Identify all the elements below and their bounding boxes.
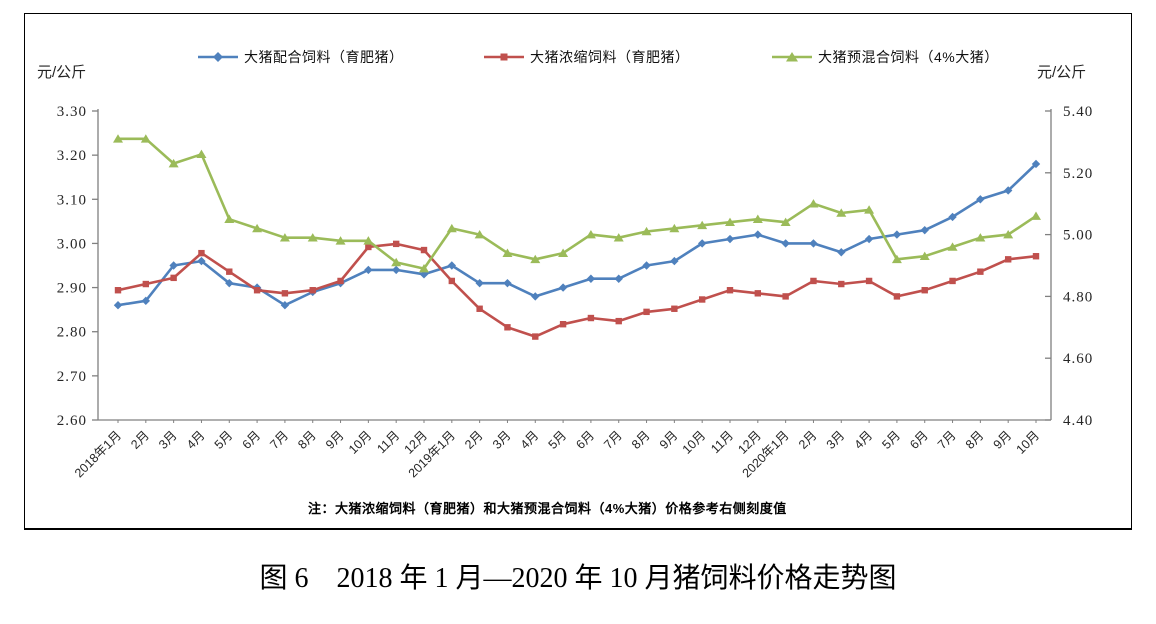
svg-text:4.80: 4.80 [1063,289,1093,305]
svg-text:2.80: 2.80 [57,325,87,341]
svg-text:6月: 6月 [907,428,931,452]
svg-text:4月: 4月 [852,428,876,452]
svg-text:5.40: 5.40 [1063,104,1093,120]
svg-text:3.00: 3.00 [57,236,87,252]
svg-text:2月: 2月 [462,428,486,452]
svg-text:6月: 6月 [240,428,264,452]
svg-text:5.00: 5.00 [1063,228,1093,244]
svg-text:2.70: 2.70 [57,369,87,385]
line-diamond-marker-icon [198,52,238,62]
svg-text:2.60: 2.60 [57,413,87,429]
legend-item-blend-feed: 大猪配合饲料（育肥猪） [197,47,404,67]
legend-label: 大猪浓缩饲料（育肥猪） [530,49,690,65]
svg-text:9月: 9月 [991,428,1015,452]
chart-legend: 大猪配合饲料（育肥猪） 大猪浓缩饲料（育肥猪） 大猪预混合饲料（4%大猪） [25,47,1131,67]
svg-text:5月: 5月 [212,428,236,452]
svg-text:6月: 6月 [573,428,597,452]
svg-text:7月: 7月 [601,428,625,452]
left-axis-unit-label: 元/公斤 [37,64,87,81]
svg-text:3月: 3月 [490,428,514,452]
svg-text:4.60: 4.60 [1063,351,1093,367]
svg-text:8月: 8月 [963,428,987,452]
legend-item-concentrate-feed: 大猪浓缩饲料（育肥猪） [483,47,690,67]
price-trend-line-chart: 3.30 3.20 3.10 3.00 2.90 2.80 2.70 2.60 5.40 5.20… [57,104,1093,480]
svg-text:3.30: 3.30 [57,104,87,120]
svg-text:4月: 4月 [184,428,208,452]
svg-text:7月: 7月 [935,428,959,452]
svg-text:9月: 9月 [323,428,347,452]
svg-text:10月: 10月 [1014,428,1043,457]
chart-note: 注：大猪浓缩饲料（育肥猪）和大猪预混合饲料（4%大猪）价格参考右侧刻度值 [308,501,787,516]
legend-item-premix-feed: 大猪预混合饲料（4%大猪） [771,47,999,67]
right-axis-unit-label: 元/公斤 [1037,64,1087,81]
svg-text:3月: 3月 [824,428,848,452]
svg-text:8月: 8月 [629,428,653,452]
svg-text:2.90: 2.90 [57,281,87,297]
svg-text:3.20: 3.20 [57,148,87,164]
svg-text:11月: 11月 [374,428,402,456]
svg-text:5月: 5月 [546,428,570,452]
svg-text:3.10: 3.10 [57,192,87,208]
legend-label: 大猪预混合饲料（4%大猪） [818,49,999,65]
svg-text:4.40: 4.40 [1063,413,1093,429]
svg-text:10月: 10月 [346,428,375,457]
svg-text:2月: 2月 [128,428,152,452]
svg-text:4月: 4月 [518,428,542,452]
line-triangle-marker-icon [772,52,812,62]
svg-text:9月: 9月 [657,428,681,452]
svg-text:11月: 11月 [708,428,736,456]
svg-text:3月: 3月 [156,428,180,452]
chart-panel: 元/公斤 元/公斤 大猪配合饲料（育肥猪） 大猪浓缩饲料（育肥猪） 大猪预混合饲… [24,13,1132,530]
legend-label: 大猪配合饲料（育肥猪） [244,49,404,65]
svg-text:2018年1月: 2018年1月 [72,428,124,480]
svg-text:2月: 2月 [796,428,820,452]
svg-text:7月: 7月 [267,428,291,452]
figure-caption: 图 6 2018 年 1 月—2020 年 10 月猪饲料价格走势图 [259,563,897,594]
svg-text:8月: 8月 [295,428,319,452]
line-square-marker-icon [484,53,524,61]
svg-text:10月: 10月 [680,428,709,457]
svg-text:5月: 5月 [879,428,903,452]
svg-text:5.20: 5.20 [1063,166,1093,182]
